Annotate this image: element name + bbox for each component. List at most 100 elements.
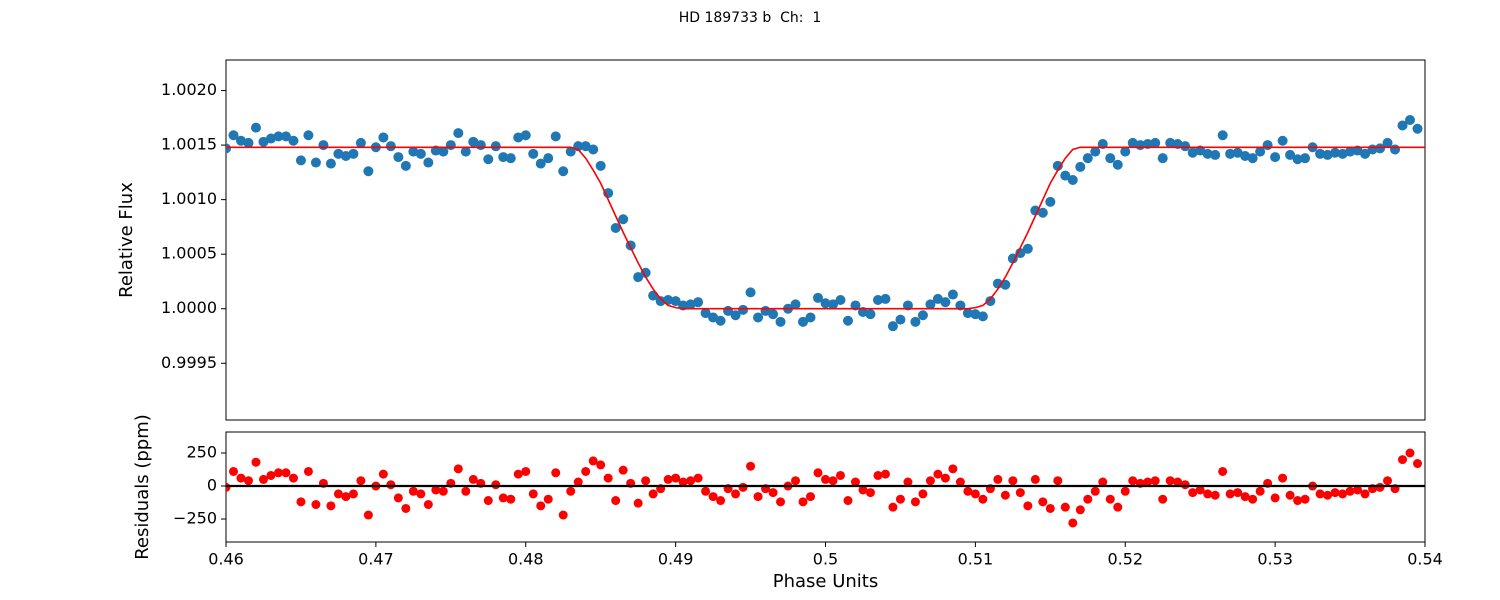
data-point xyxy=(528,489,538,499)
data-point xyxy=(550,131,561,142)
data-point xyxy=(236,473,246,483)
data-point xyxy=(1323,490,1333,500)
data-point xyxy=(521,466,531,476)
data-point xyxy=(1090,146,1101,157)
data-point xyxy=(1300,494,1310,504)
data-point xyxy=(325,158,336,169)
data-point xyxy=(1248,494,1258,504)
data-point xyxy=(611,496,621,506)
data-point xyxy=(416,489,426,499)
data-point xyxy=(1022,243,1033,254)
data-point xyxy=(266,470,276,480)
data-point xyxy=(1383,476,1393,486)
data-point xyxy=(745,287,756,298)
data-point xyxy=(438,486,448,496)
y-tick-label: 0 xyxy=(207,476,217,495)
data-point xyxy=(835,470,845,480)
data-point xyxy=(588,456,598,466)
data-point xyxy=(498,152,509,163)
data-point xyxy=(438,146,449,157)
data-point xyxy=(1412,123,1423,134)
data-point xyxy=(468,136,479,147)
data-point xyxy=(573,477,583,487)
data-point xyxy=(731,489,741,499)
data-point xyxy=(303,130,314,141)
data-point xyxy=(423,157,434,168)
data-point xyxy=(738,304,749,315)
data-point xyxy=(393,152,404,163)
data-point xyxy=(535,158,546,169)
data-point xyxy=(791,476,801,486)
data-point xyxy=(296,497,306,507)
data-point xyxy=(1053,476,1063,486)
data-point xyxy=(648,489,658,499)
data-point xyxy=(1375,143,1386,154)
data-point xyxy=(588,144,599,155)
data-point xyxy=(670,296,681,307)
data-point xyxy=(1360,489,1370,499)
y-axis-label: Residuals (ppm) xyxy=(132,414,153,560)
plot-area xyxy=(226,448,1425,528)
data-point xyxy=(618,465,628,475)
data-point xyxy=(872,295,883,305)
data-point xyxy=(226,482,231,492)
data-point xyxy=(850,477,860,487)
data-point xyxy=(483,154,494,165)
y-tick-label: 0.9995 xyxy=(161,353,217,372)
data-point xyxy=(490,141,501,152)
data-point xyxy=(226,143,231,154)
data-point xyxy=(701,486,711,496)
data-point xyxy=(618,214,629,225)
data-point xyxy=(977,311,988,322)
data-point xyxy=(1030,205,1041,216)
data-point xyxy=(880,469,890,479)
data-point xyxy=(1045,503,1055,513)
plot-frame xyxy=(225,59,1426,421)
data-point xyxy=(925,299,936,310)
data-point xyxy=(1353,485,1363,495)
data-point xyxy=(1165,137,1176,148)
data-point xyxy=(1090,486,1100,496)
data-point xyxy=(1037,207,1048,218)
data-point xyxy=(603,473,613,483)
y-tick-label: 1.0000 xyxy=(161,298,217,317)
data-point xyxy=(806,492,816,502)
data-point xyxy=(1300,153,1311,164)
x-tick-label: 0.51 xyxy=(958,550,994,569)
data-point xyxy=(1150,137,1161,148)
data-point xyxy=(700,308,711,319)
data-point xyxy=(918,489,928,499)
data-point xyxy=(678,477,688,487)
data-point xyxy=(798,316,809,327)
data-point xyxy=(1278,473,1288,483)
data-point xyxy=(955,477,965,487)
data-point xyxy=(1000,490,1010,500)
data-point xyxy=(932,293,943,304)
data-point xyxy=(581,466,591,476)
data-point xyxy=(1120,486,1130,496)
data-point xyxy=(498,493,508,503)
data-point xyxy=(460,146,471,157)
data-point xyxy=(1038,497,1048,507)
data-point xyxy=(925,476,935,486)
data-point xyxy=(753,492,763,502)
data-point xyxy=(610,223,621,233)
data-point xyxy=(1083,494,1093,504)
data-point xyxy=(1240,151,1251,161)
data-point xyxy=(273,468,283,478)
data-point xyxy=(1405,115,1416,125)
data-point xyxy=(716,496,726,506)
data-point xyxy=(281,468,291,478)
data-point xyxy=(250,122,261,133)
data-point xyxy=(228,466,238,476)
data-point xyxy=(1218,466,1228,476)
data-point xyxy=(738,482,748,492)
data-point xyxy=(963,486,973,496)
x-tick-label: 0.5 xyxy=(813,550,838,569)
data-point xyxy=(775,316,786,327)
data-point xyxy=(1188,488,1198,498)
x-tick-label: 0.47 xyxy=(358,550,394,569)
data-point xyxy=(633,272,644,283)
data-point xyxy=(1338,489,1348,499)
data-point xyxy=(633,498,643,508)
